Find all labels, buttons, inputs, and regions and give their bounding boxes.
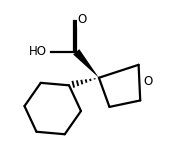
Text: HO: HO (29, 45, 47, 58)
Text: O: O (143, 75, 152, 88)
Text: O: O (77, 13, 87, 26)
Polygon shape (73, 49, 99, 78)
